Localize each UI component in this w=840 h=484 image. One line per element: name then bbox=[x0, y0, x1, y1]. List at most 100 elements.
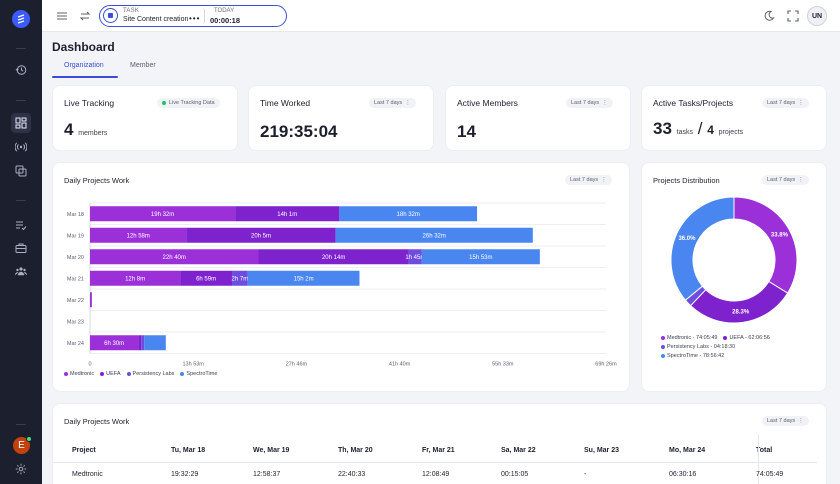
table-header: Project Tu, Mar 18 We, Mar 19 Th, Mar 20… bbox=[53, 439, 817, 463]
bar-segment bbox=[258, 249, 409, 265]
data-label: 19h 32m bbox=[151, 212, 174, 218]
active-tab-indicator bbox=[52, 76, 118, 78]
moon-icon[interactable] bbox=[762, 9, 776, 23]
bar-segment bbox=[335, 227, 533, 243]
column-header[interactable]: Total bbox=[756, 447, 773, 454]
legend-item[interactable]: Persistency Labs bbox=[126, 371, 175, 377]
range-chip[interactable]: Last 7 days ⋮ bbox=[369, 98, 416, 108]
data-label: 12h 8m bbox=[125, 276, 145, 282]
legend-item[interactable]: Medtronic bbox=[64, 371, 94, 377]
live-tracking-chip[interactable]: Live Tracking Data bbox=[157, 98, 220, 108]
live-tracking-card: Live Tracking Live Tracking Data 4 membe… bbox=[53, 86, 237, 150]
legend-swatch bbox=[723, 336, 728, 340]
bar-segment bbox=[141, 335, 145, 351]
legend-item: Persistency Labs - 04:18:30 bbox=[661, 344, 735, 350]
slice-label: 36.0% bbox=[678, 236, 696, 242]
table-cell: 00:15:05 bbox=[501, 471, 529, 478]
more-vert-icon: ⋮ bbox=[798, 177, 804, 183]
donut-slice bbox=[733, 196, 798, 294]
x-tick-label: 69h 26m bbox=[595, 362, 617, 368]
app-logo[interactable] bbox=[12, 10, 30, 28]
bar-segment bbox=[232, 270, 248, 286]
task-timer[interactable]: TASK Site Content creation ••• TODAY 00:… bbox=[99, 5, 287, 27]
range-chip[interactable]: Last 7 days ⋮ bbox=[566, 98, 613, 108]
data-label: 20h 5m bbox=[251, 233, 271, 239]
legend-label: SpectroTime - 78:56:42 bbox=[667, 353, 725, 359]
tasks-unit: tasks bbox=[676, 129, 693, 136]
legend-label: Medtronic bbox=[70, 371, 95, 377]
tab-member[interactable]: Member bbox=[130, 62, 156, 69]
x-tick-label: 55h 33m bbox=[492, 362, 514, 368]
legend-label: Medtronic - 74:05:49 bbox=[667, 335, 718, 341]
column-header[interactable]: We, Mar 19 bbox=[253, 447, 290, 454]
active-members-card: Active Members Last 7 days ⋮ 14 bbox=[446, 86, 630, 150]
column-header[interactable]: Su, Mar 23 bbox=[584, 447, 620, 454]
column-header[interactable]: Th, Mar 20 bbox=[338, 447, 373, 454]
range-chip[interactable]: Last 7 days ⋮ bbox=[762, 175, 809, 185]
chip-label: Last 7 days bbox=[767, 100, 796, 106]
range-chip[interactable]: Last 7 days ⋮ bbox=[762, 98, 809, 108]
task-list-icon[interactable] bbox=[11, 215, 31, 235]
legend-item[interactable]: SpectroTime bbox=[180, 371, 217, 377]
bar-segment bbox=[339, 206, 478, 222]
y-tick-label: Mar 20 bbox=[67, 255, 84, 261]
topbar: TASK Site Content creation ••• TODAY 00:… bbox=[42, 0, 840, 32]
task-more-button[interactable]: ••• bbox=[189, 14, 201, 23]
chart-legend: Medtronic UEFA Persistency Labs SpectroTime bbox=[64, 371, 217, 377]
user-menu-avatar[interactable]: UN bbox=[807, 6, 827, 26]
column-header[interactable]: Mo, Mar 24 bbox=[669, 447, 706, 454]
donut-slice bbox=[689, 280, 789, 324]
dashboard-icon[interactable] bbox=[11, 113, 31, 133]
legend-item[interactable]: UEFA bbox=[100, 371, 121, 377]
daily-projects-chart-card: Daily Projects Work Last 7 days ⋮ Mar 18 M… bbox=[53, 163, 629, 391]
chip-label: Last 7 days bbox=[570, 177, 599, 183]
range-chip[interactable]: Last 7 days ⋮ bbox=[762, 416, 809, 426]
sidebar-divider bbox=[16, 424, 26, 425]
gear-icon[interactable] bbox=[11, 459, 31, 479]
chip-label: Last 7 days bbox=[767, 418, 796, 424]
column-header[interactable]: Fr, Mar 21 bbox=[422, 447, 455, 454]
team-icon[interactable] bbox=[11, 261, 31, 281]
data-label: 26h 32m bbox=[423, 233, 446, 239]
more-vert-icon: ⋮ bbox=[601, 177, 607, 183]
menu-icon[interactable] bbox=[55, 9, 69, 23]
task-name: Site Content creation bbox=[123, 16, 189, 23]
data-label: 22h 40m bbox=[163, 255, 186, 261]
sidebar-divider bbox=[16, 200, 26, 201]
page-title: Dashboard bbox=[52, 40, 115, 54]
table-cell: 74:05:49 bbox=[756, 471, 784, 478]
user-initials: UN bbox=[811, 12, 823, 20]
fullscreen-icon[interactable] bbox=[786, 9, 800, 23]
stop-timer-button[interactable] bbox=[103, 8, 118, 23]
bar-segment bbox=[90, 206, 236, 222]
data-label: 15h 53m bbox=[469, 255, 492, 261]
column-header[interactable]: Sa, Mar 22 bbox=[501, 447, 536, 454]
y-tick-label: Mar 22 bbox=[67, 298, 84, 304]
column-header[interactable]: Tu, Mar 18 bbox=[171, 447, 206, 454]
copy-icon[interactable] bbox=[11, 161, 31, 181]
legend-item: SpectroTime - 78:56:42 bbox=[661, 353, 724, 359]
data-label: 12h 58m bbox=[127, 233, 150, 239]
briefcase-icon[interactable] bbox=[11, 238, 31, 258]
column-header[interactable]: Project bbox=[72, 447, 96, 454]
projects-distribution-card: Projects Distribution Last 7 days ⋮ 33.8%… bbox=[642, 163, 826, 391]
bar-segment bbox=[90, 292, 92, 308]
data-label: 6h 30m bbox=[104, 341, 124, 347]
user-avatar[interactable]: E bbox=[13, 437, 30, 454]
projects-unit: projects bbox=[718, 129, 744, 136]
donut-slice bbox=[670, 196, 735, 301]
more-vert-icon: ⋮ bbox=[798, 418, 804, 424]
table-cell: - bbox=[584, 471, 587, 478]
legend-label: Persistency Labs bbox=[132, 371, 175, 377]
card-title: Daily Projects Work bbox=[64, 417, 130, 426]
time-worked-value: 219:35:04 bbox=[260, 122, 338, 141]
live-signal-icon[interactable] bbox=[11, 137, 31, 157]
switch-arrows-icon[interactable] bbox=[78, 9, 92, 23]
sidebar-divider bbox=[16, 48, 26, 49]
history-icon[interactable] bbox=[11, 60, 31, 80]
range-chip[interactable]: Last 7 days ⋮ bbox=[565, 175, 612, 185]
live-dot-icon bbox=[162, 101, 166, 105]
tab-organization[interactable]: Organization bbox=[64, 62, 104, 69]
more-vert-icon: ⋮ bbox=[405, 100, 411, 106]
x-tick-label: 27h 46m bbox=[286, 362, 308, 368]
